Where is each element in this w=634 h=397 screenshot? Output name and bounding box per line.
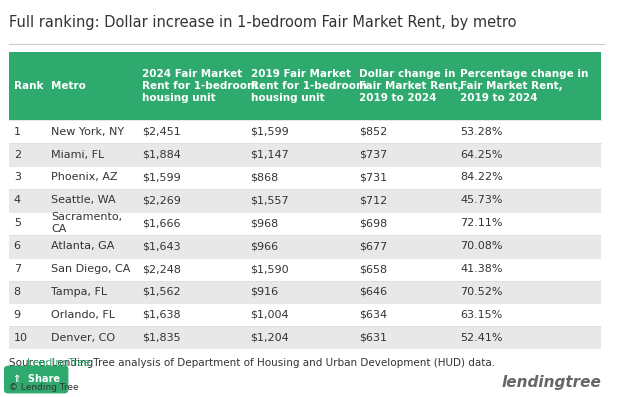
Text: $852: $852: [359, 127, 387, 137]
Text: $646: $646: [359, 287, 387, 297]
Text: $916: $916: [250, 287, 279, 297]
Text: $677: $677: [359, 241, 387, 251]
Text: $1,643: $1,643: [142, 241, 181, 251]
FancyBboxPatch shape: [9, 143, 601, 166]
Text: $1,004: $1,004: [250, 310, 289, 320]
Text: Source: LendingTree analysis of Department of Housing and Urban Development (HUD: Source: LendingTree analysis of Departme…: [9, 358, 495, 368]
Text: Phoenix, AZ: Phoenix, AZ: [51, 172, 117, 183]
Text: Dollar change in
Fair Market Rent,
2019 to 2024: Dollar change in Fair Market Rent, 2019 …: [359, 69, 462, 103]
Text: $1,599: $1,599: [142, 172, 181, 183]
Text: $1,599: $1,599: [250, 127, 289, 137]
Text: 9: 9: [14, 310, 21, 320]
Text: San Diego, CA: San Diego, CA: [51, 264, 131, 274]
FancyBboxPatch shape: [9, 281, 601, 303]
Text: Miami, FL: Miami, FL: [51, 150, 104, 160]
Text: 52.41%: 52.41%: [460, 333, 503, 343]
Text: $634: $634: [359, 310, 387, 320]
Text: $712: $712: [359, 195, 387, 205]
FancyBboxPatch shape: [9, 166, 601, 189]
Text: Orlando, FL: Orlando, FL: [51, 310, 115, 320]
FancyBboxPatch shape: [4, 366, 68, 393]
Text: $1,562: $1,562: [142, 287, 181, 297]
Text: 2019 Fair Market
Rent for 1-bedroom
housing unit: 2019 Fair Market Rent for 1-bedroom hous…: [250, 69, 366, 103]
Text: ⇑  Share: ⇑ Share: [13, 374, 60, 384]
Text: $968: $968: [250, 218, 279, 228]
Text: 6: 6: [14, 241, 21, 251]
Text: 3: 3: [14, 172, 21, 183]
Text: 45.73%: 45.73%: [460, 195, 503, 205]
Text: Atlanta, GA: Atlanta, GA: [51, 241, 114, 251]
Text: 84.22%: 84.22%: [460, 172, 503, 183]
Text: $1,884: $1,884: [142, 150, 181, 160]
Text: 70.52%: 70.52%: [460, 287, 503, 297]
Text: $698: $698: [359, 218, 387, 228]
Text: © Lending Tree: © Lending Tree: [9, 383, 79, 392]
Text: $1,147: $1,147: [250, 150, 289, 160]
Text: $631: $631: [359, 333, 387, 343]
Text: LendingTree: LendingTree: [27, 358, 90, 368]
Text: 5: 5: [14, 218, 21, 228]
Text: Percentage change in
Fair Market Rent,
2019 to 2024: Percentage change in Fair Market Rent, 2…: [460, 69, 589, 103]
Text: 1: 1: [14, 127, 21, 137]
Text: $2,248: $2,248: [142, 264, 181, 274]
Text: Full ranking: Dollar increase in 1-bedroom Fair Market Rent, by metro: Full ranking: Dollar increase in 1-bedro…: [9, 15, 516, 29]
Text: 63.15%: 63.15%: [460, 310, 503, 320]
Text: Tampa, FL: Tampa, FL: [51, 287, 107, 297]
Text: $1,590: $1,590: [250, 264, 289, 274]
Text: Rank: Rank: [14, 81, 43, 91]
FancyBboxPatch shape: [9, 120, 601, 143]
Text: Seattle, WA: Seattle, WA: [51, 195, 115, 205]
Text: 70.08%: 70.08%: [460, 241, 503, 251]
Text: lendingtree: lendingtree: [501, 375, 601, 390]
Text: $868: $868: [250, 172, 279, 183]
Text: $1,204: $1,204: [250, 333, 289, 343]
Text: $1,638: $1,638: [142, 310, 181, 320]
FancyBboxPatch shape: [9, 235, 601, 258]
FancyBboxPatch shape: [9, 326, 601, 349]
Text: 10: 10: [14, 333, 28, 343]
FancyBboxPatch shape: [9, 189, 601, 212]
Text: 4: 4: [14, 195, 21, 205]
FancyBboxPatch shape: [9, 52, 601, 120]
Text: 2024 Fair Market
Rent for 1-bedroom
housing unit: 2024 Fair Market Rent for 1-bedroom hous…: [142, 69, 258, 103]
FancyBboxPatch shape: [9, 258, 601, 281]
Text: $2,269: $2,269: [142, 195, 181, 205]
Text: Sacramento,
CA: Sacramento, CA: [51, 212, 122, 235]
Text: 2: 2: [14, 150, 21, 160]
Text: $1,835: $1,835: [142, 333, 181, 343]
Text: 72.11%: 72.11%: [460, 218, 503, 228]
Text: Metro: Metro: [51, 81, 86, 91]
FancyBboxPatch shape: [9, 303, 601, 326]
Text: New York, NY: New York, NY: [51, 127, 124, 137]
Text: $731: $731: [359, 172, 387, 183]
Text: 53.28%: 53.28%: [460, 127, 503, 137]
Text: $1,666: $1,666: [142, 218, 181, 228]
Text: $2,451: $2,451: [142, 127, 181, 137]
Text: $1,557: $1,557: [250, 195, 289, 205]
Text: 64.25%: 64.25%: [460, 150, 503, 160]
Text: 7: 7: [14, 264, 21, 274]
Text: $966: $966: [250, 241, 279, 251]
Text: Denver, CO: Denver, CO: [51, 333, 115, 343]
Text: $737: $737: [359, 150, 387, 160]
Text: 8: 8: [14, 287, 21, 297]
Text: 41.38%: 41.38%: [460, 264, 503, 274]
FancyBboxPatch shape: [9, 212, 601, 235]
Text: $658: $658: [359, 264, 387, 274]
